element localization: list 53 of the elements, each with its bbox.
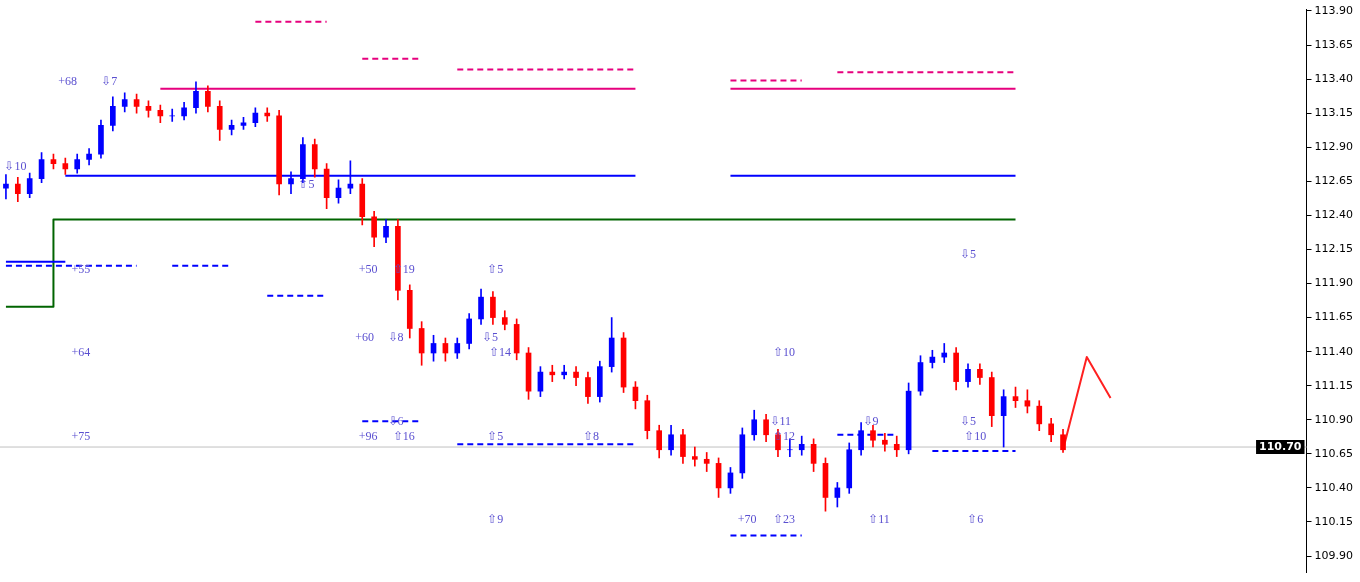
y-tick-label: 110.15	[1314, 514, 1354, 528]
y-tick-label: 112.65	[1314, 174, 1354, 188]
annotation: ⇧6	[967, 512, 984, 527]
annotation: ⇩5	[481, 330, 498, 345]
y-tick-label: 113.40	[1314, 71, 1354, 85]
candlestick	[264, 107, 271, 122]
annotation: ⇧5	[487, 261, 504, 276]
y-tick-label: 111.40	[1314, 344, 1354, 358]
annotation: ⇧23	[772, 512, 795, 527]
annotation: ⇧8	[582, 429, 599, 444]
annotation: ⇩6	[387, 413, 404, 428]
annotation: ⇧10	[964, 429, 987, 444]
candlestick	[703, 452, 710, 472]
annotation: ⇩7	[101, 74, 118, 89]
y-tick-label: 110.90	[1314, 412, 1354, 426]
annotation: ⇧10	[772, 345, 795, 360]
annotation: ⇧5	[487, 429, 504, 444]
y-tick-label: 111.65	[1314, 310, 1354, 324]
annotation: ⇩10	[4, 159, 27, 174]
y-tick-label: 112.15	[1314, 242, 1354, 256]
annotation: +96	[358, 429, 378, 444]
annotation: +55	[71, 261, 91, 276]
y-tick-label: 110.40	[1314, 480, 1354, 494]
annotation: ⇩11	[769, 413, 792, 428]
annotation: ⇩5	[960, 413, 977, 428]
y-tick-label: 113.90	[1314, 3, 1354, 17]
annotation: +60	[355, 330, 375, 345]
annotation: +68	[58, 74, 78, 89]
y-tick-label: 111.15	[1314, 378, 1354, 392]
ref-line-label: 110.70	[1259, 439, 1302, 453]
annotation: ⇧11	[868, 512, 890, 527]
annotation: ⇧5	[298, 176, 315, 191]
annotation: ⇩5	[960, 246, 977, 261]
annotation: ⇧16	[392, 429, 415, 444]
annotation: ⇩8	[387, 330, 404, 345]
y-tick-label: 113.15	[1314, 106, 1354, 120]
annotation: +50	[358, 261, 378, 276]
candlestick	[549, 364, 556, 382]
y-tick-label: 111.90	[1314, 276, 1354, 290]
annotation: ⇧14	[489, 345, 512, 360]
y-tick-label: 112.40	[1314, 208, 1354, 222]
y-tick-label: 113.65	[1314, 37, 1354, 51]
candlestick	[787, 438, 793, 457]
y-tick-label: 110.65	[1314, 446, 1354, 460]
annotation: ⇧9	[487, 512, 504, 527]
candlestick	[561, 364, 568, 380]
annotation: +64	[71, 345, 91, 360]
annotation: +70	[737, 512, 757, 527]
y-tick-label: 109.90	[1314, 548, 1354, 562]
y-tick-label: 112.90	[1314, 140, 1354, 154]
annotation: +75	[71, 429, 91, 444]
candlestick	[692, 446, 698, 467]
annotation: ⇩9	[862, 413, 879, 428]
